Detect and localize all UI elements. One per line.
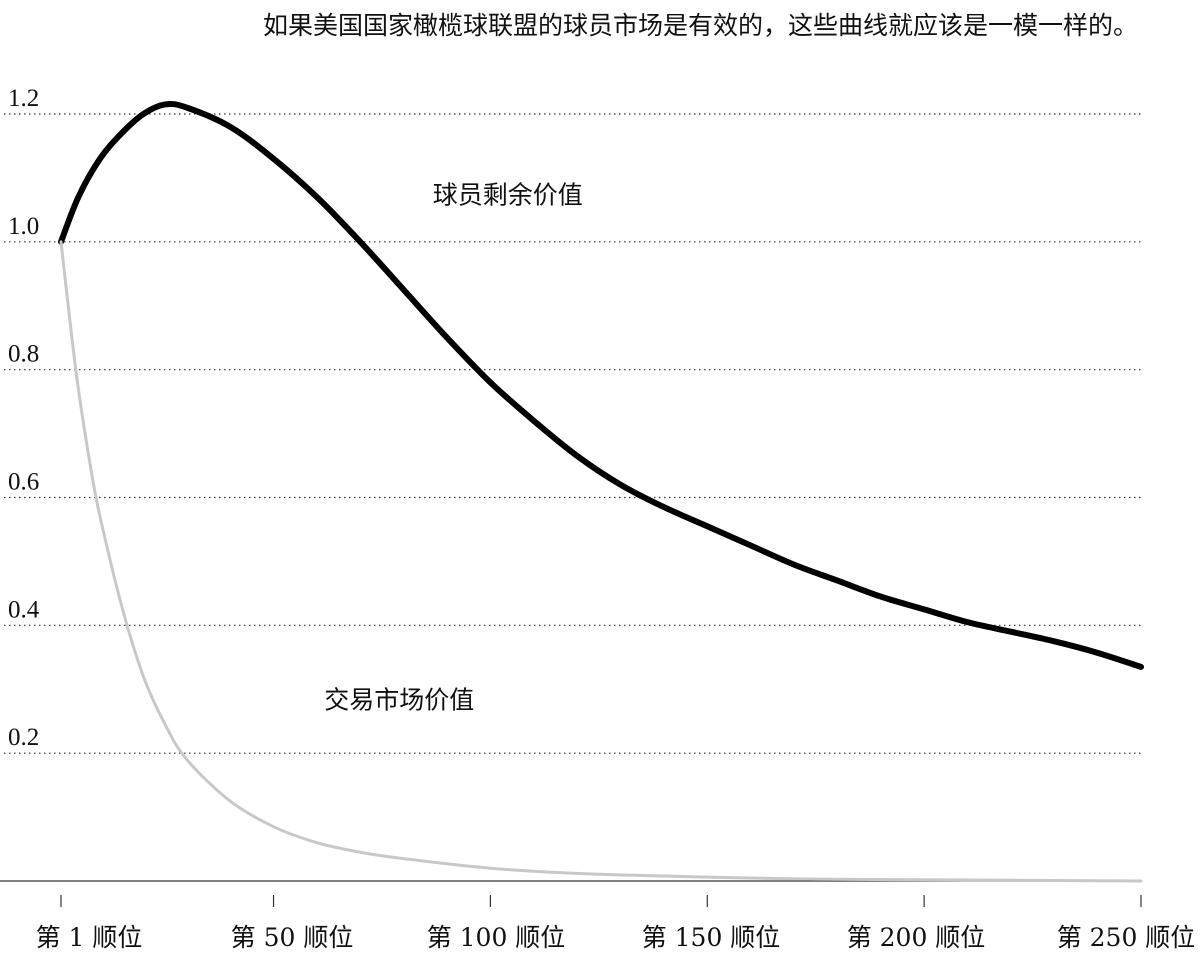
y-tick-label: 1.0	[8, 213, 39, 240]
x-axis-ticks	[60, 895, 1142, 907]
y-tick-label: 1.2	[8, 85, 39, 112]
x-axis-labels: 第 1 顺位 第 50 顺位 第 100 顺位 第 150 顺位 第 200 顺位 第 2…	[36, 923, 1196, 952]
y-tick-label: 0.8	[8, 341, 39, 368]
y-tick-label: 0.6	[8, 469, 39, 496]
series-line-player-surplus-value	[58, 100, 1144, 670]
x-tick-label: 第 200 顺位	[847, 923, 986, 952]
chart-title: 如果美国国家橄榄球联盟的球员市场是有效的，这些曲线就应该是一模一样的。	[263, 11, 1138, 40]
x-tick-label: 第 150 顺位	[642, 923, 781, 952]
y-axis-labels: 0.2 0.4 0.6 0.8 1.0 1.2	[8, 85, 40, 751]
annotation-trade-market-value: 交易市场价值	[324, 685, 474, 714]
x-tick-label: 第 100 顺位	[427, 923, 566, 952]
gridlines	[4, 113, 1141, 754]
x-tick-label: 第 50 顺位	[231, 923, 354, 952]
annotation-player-surplus-value: 球员剩余价值	[433, 180, 583, 209]
x-tick-label: 第 250 顺位	[1057, 923, 1196, 952]
x-tick-label: 第 1 顺位	[36, 923, 143, 952]
series-lines	[58, 100, 1144, 883]
series-line-trade-market-value	[59, 240, 1143, 883]
y-tick-label: 0.2	[8, 724, 39, 751]
y-tick-label: 0.4	[8, 596, 40, 623]
